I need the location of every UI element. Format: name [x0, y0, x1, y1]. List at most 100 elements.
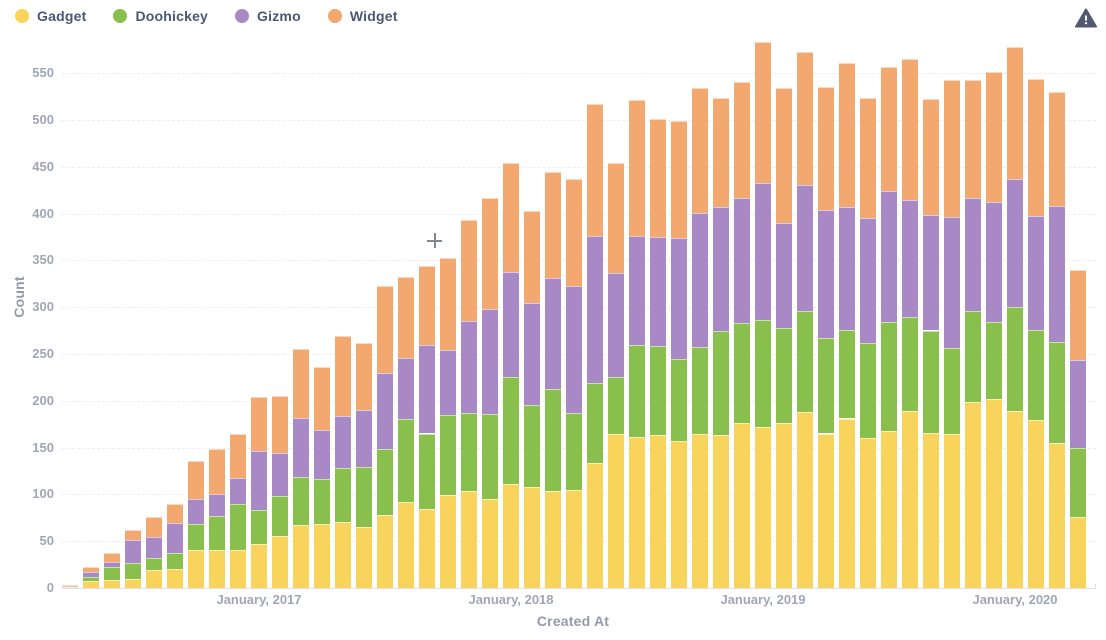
- bar-segment-doohickey-aug-2019[interactable]: [902, 317, 918, 411]
- bar-segment-widget-oct-2016[interactable]: [188, 460, 204, 500]
- bar-segment-gadget-jun-2018[interactable]: [608, 434, 624, 588]
- bar-segment-gizmo-dec-2019[interactable]: [986, 202, 1002, 323]
- bar-segment-widget-may-2018[interactable]: [587, 103, 603, 236]
- bar-segment-doohickey-jun-2019[interactable]: [860, 342, 876, 439]
- bar-segment-gizmo-may-2017[interactable]: [335, 415, 351, 469]
- bar-segment-widget-jun-2016[interactable]: [104, 553, 120, 562]
- bar-segment-widget-jun-2019[interactable]: [860, 98, 876, 219]
- bar-segment-gizmo-dec-2018[interactable]: [734, 198, 750, 323]
- bar-segment-widget-apr-2019[interactable]: [818, 87, 834, 210]
- bar-segment-doohickey-apr-2017[interactable]: [314, 479, 330, 525]
- bar-segment-gizmo-jun-2018[interactable]: [608, 273, 624, 378]
- bar-segment-gizmo-jun-2017[interactable]: [356, 410, 372, 468]
- bar-segment-widget-apr-2016[interactable]: [62, 585, 78, 587]
- bar-segment-gadget-nov-2016[interactable]: [209, 549, 225, 588]
- bar-segment-doohickey-aug-2018[interactable]: [650, 346, 666, 436]
- bar-segment-gizmo-jul-2019[interactable]: [881, 190, 897, 323]
- bar-segment-gadget-may-2018[interactable]: [587, 462, 603, 588]
- bar-segment-widget-may-2019[interactable]: [839, 62, 855, 207]
- legend-item-widget[interactable]: Widget: [327, 8, 398, 24]
- bar-segment-gizmo-feb-2017[interactable]: [272, 453, 288, 497]
- bar-segment-doohickey-apr-2020[interactable]: [1070, 447, 1086, 517]
- bar-segment-gizmo-may-2016[interactable]: [83, 572, 99, 577]
- bar-segment-gizmo-feb-2020[interactable]: [1028, 216, 1044, 330]
- bar-segment-widget-sep-2016[interactable]: [167, 503, 183, 524]
- bar-segment-doohickey-jan-2020[interactable]: [1007, 307, 1023, 412]
- legend-item-gadget[interactable]: Gadget: [15, 8, 86, 24]
- bar-segment-gadget-nov-2018[interactable]: [713, 435, 729, 588]
- bar-segment-gizmo-nov-2016[interactable]: [209, 494, 225, 516]
- bar-segment-doohickey-sep-2016[interactable]: [167, 553, 183, 570]
- bar-segment-gadget-oct-2017[interactable]: [440, 495, 456, 588]
- bar-segment-widget-mar-2019[interactable]: [797, 52, 813, 186]
- bar-segment-widget-jun-2017[interactable]: [356, 342, 372, 411]
- bar-segment-widget-jul-2018[interactable]: [629, 100, 645, 236]
- bar-segment-gizmo-aug-2017[interactable]: [398, 357, 414, 420]
- bar-segment-gizmo-jun-2016[interactable]: [104, 561, 120, 568]
- bar-segment-gadget-mar-2020[interactable]: [1049, 442, 1065, 588]
- bar-segment-gizmo-mar-2018[interactable]: [545, 278, 561, 390]
- bar-segment-gadget-may-2019[interactable]: [839, 418, 855, 588]
- bar-segment-gizmo-nov-2017[interactable]: [461, 321, 477, 413]
- bar-segment-gizmo-oct-2017[interactable]: [440, 350, 456, 415]
- bar-segment-doohickey-jun-2017[interactable]: [356, 467, 372, 528]
- bar-segment-doohickey-oct-2016[interactable]: [188, 524, 204, 550]
- bar-segment-gizmo-oct-2016[interactable]: [188, 499, 204, 525]
- bar-segment-gadget-may-2016[interactable]: [83, 581, 99, 588]
- bar-segment-doohickey-aug-2017[interactable]: [398, 419, 414, 502]
- bar-segment-widget-jul-2017[interactable]: [377, 285, 393, 373]
- bar-segment-gizmo-aug-2016[interactable]: [146, 537, 162, 559]
- bar-segment-gizmo-jul-2016[interactable]: [125, 540, 141, 563]
- bar-segment-doohickey-mar-2018[interactable]: [545, 389, 561, 491]
- bar-segment-gizmo-jun-2019[interactable]: [860, 218, 876, 343]
- bar-segment-doohickey-feb-2018[interactable]: [524, 405, 540, 487]
- bar-segment-doohickey-jan-2019[interactable]: [755, 320, 771, 427]
- bar-segment-gadget-sep-2017[interactable]: [419, 509, 435, 588]
- bar-segment-gizmo-may-2018[interactable]: [587, 235, 603, 383]
- bar-segment-gizmo-jan-2017[interactable]: [251, 451, 267, 511]
- bar-segment-doohickey-jun-2018[interactable]: [608, 377, 624, 435]
- bar-segment-widget-jan-2019[interactable]: [755, 42, 771, 184]
- bar-segment-gizmo-apr-2018[interactable]: [566, 285, 582, 413]
- bar-segment-gadget-dec-2017[interactable]: [482, 499, 498, 588]
- bar-segment-gizmo-jul-2018[interactable]: [629, 235, 645, 345]
- bar-segment-widget-feb-2020[interactable]: [1028, 78, 1044, 217]
- bar-segment-doohickey-sep-2018[interactable]: [671, 358, 687, 441]
- bar-segment-widget-aug-2019[interactable]: [902, 58, 918, 201]
- bar-segment-doohickey-nov-2019[interactable]: [965, 310, 981, 402]
- bar-segment-gizmo-feb-2018[interactable]: [524, 303, 540, 406]
- bar-segment-doohickey-feb-2017[interactable]: [272, 496, 288, 536]
- bar-segment-doohickey-mar-2017[interactable]: [293, 476, 309, 526]
- bar-segment-doohickey-may-2018[interactable]: [587, 382, 603, 463]
- bar-segment-gadget-jan-2020[interactable]: [1007, 411, 1023, 588]
- bar-segment-widget-jul-2019[interactable]: [881, 67, 897, 191]
- bar-segment-doohickey-jan-2018[interactable]: [503, 377, 519, 485]
- bar-segment-gizmo-feb-2019[interactable]: [776, 222, 792, 328]
- bar-segment-doohickey-dec-2017[interactable]: [482, 413, 498, 500]
- bar-segment-gizmo-mar-2017[interactable]: [293, 417, 309, 477]
- bar-segment-gadget-jan-2019[interactable]: [755, 426, 771, 588]
- bar-segment-widget-feb-2019[interactable]: [776, 87, 792, 223]
- bar-segment-widget-feb-2018[interactable]: [524, 210, 540, 304]
- bar-segment-gadget-dec-2019[interactable]: [986, 398, 1002, 588]
- legend-item-gizmo[interactable]: Gizmo: [235, 8, 301, 24]
- bar-segment-gadget-apr-2016[interactable]: [62, 587, 78, 589]
- bar-segment-gadget-jan-2017[interactable]: [251, 543, 267, 588]
- bar-segment-gadget-sep-2018[interactable]: [671, 440, 687, 588]
- bar-segment-doohickey-may-2017[interactable]: [335, 468, 351, 523]
- bar-segment-gizmo-nov-2018[interactable]: [713, 206, 729, 332]
- bar-segment-doohickey-aug-2016[interactable]: [146, 558, 162, 571]
- bar-segment-doohickey-oct-2018[interactable]: [692, 347, 708, 435]
- bar-segment-gadget-apr-2017[interactable]: [314, 524, 330, 588]
- bar-segment-gadget-aug-2018[interactable]: [650, 435, 666, 588]
- bar-segment-gadget-sep-2019[interactable]: [923, 432, 939, 588]
- bar-segment-widget-jan-2018[interactable]: [503, 162, 519, 273]
- bar-segment-gadget-jul-2017[interactable]: [377, 514, 393, 588]
- bar-segment-gadget-aug-2017[interactable]: [398, 501, 414, 588]
- bar-segment-gadget-jul-2018[interactable]: [629, 437, 645, 588]
- bar-segment-gadget-jul-2019[interactable]: [881, 430, 897, 588]
- bar-segment-gizmo-nov-2019[interactable]: [965, 198, 981, 311]
- bar-segment-widget-mar-2018[interactable]: [545, 172, 561, 279]
- bar-segment-gadget-feb-2019[interactable]: [776, 423, 792, 588]
- bar-segment-gizmo-dec-2017[interactable]: [482, 308, 498, 414]
